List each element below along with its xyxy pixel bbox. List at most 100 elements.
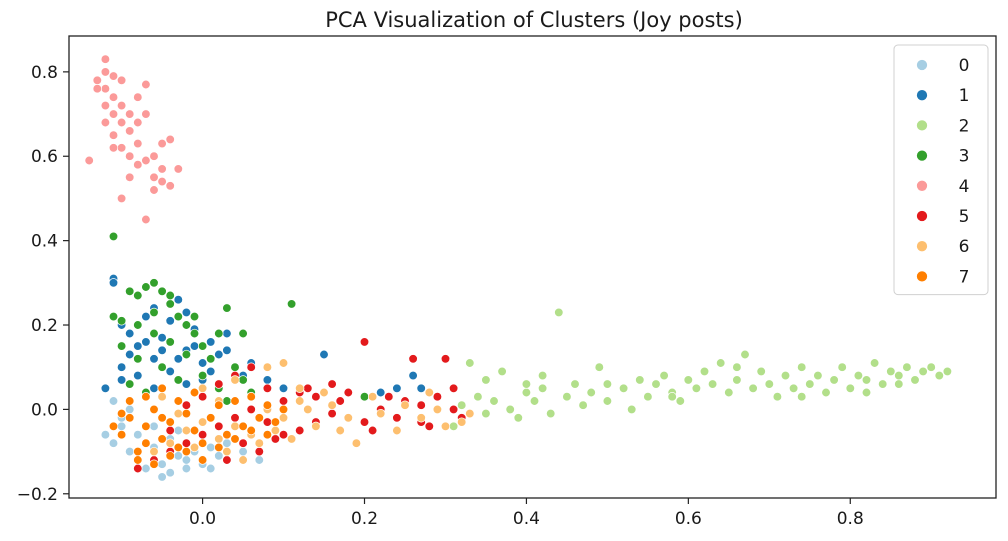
point-6-18 [457,417,467,427]
legend-marker-2 [916,119,928,132]
point-1-18 [116,362,127,372]
point-1-8 [165,316,175,326]
point-5-0 [133,463,143,474]
point-2-58 [926,362,936,372]
point-7-18 [262,400,273,410]
point-2-42 [797,362,807,372]
point-3-30 [222,396,232,406]
point-5-17 [392,413,402,423]
point-3-10 [181,320,192,330]
point-3-6 [149,278,159,288]
legend-label-2: 2 [959,116,970,136]
point-0-26 [108,396,119,406]
x-tick-label: 0.4 [513,509,540,529]
point-5-7 [246,404,256,415]
point-2-46 [829,375,839,385]
point-1-36 [189,341,200,351]
point-6-1 [165,438,175,448]
point-4-3 [100,67,111,77]
point-0-15 [222,438,232,448]
point-0-10 [181,455,192,465]
point-2-44 [813,370,823,381]
point-6-22 [230,375,240,385]
y-tick-label: 0.6 [31,147,58,167]
point-7-28 [165,451,175,461]
point-4-20 [141,155,151,166]
x-axis: 0.0 0.2 0.4 0.6 0.8 [189,498,864,529]
point-5-43 [335,396,345,406]
point-3-19 [116,341,127,351]
point-3-1 [108,311,119,322]
points-layer [84,54,953,482]
y-tick-label: 0.4 [31,232,58,252]
point-1-5 [141,311,151,322]
point-1-40 [222,345,232,355]
point-2-11 [537,383,548,393]
point-3-28 [157,362,167,372]
point-6-29 [189,442,200,453]
point-6-24 [262,362,273,372]
point-2-52 [878,379,888,389]
point-7-25 [189,387,200,398]
series-7 [108,383,289,469]
point-2-64 [667,392,677,402]
point-5-27 [214,379,224,389]
point-1-12 [197,358,208,368]
point-4-38 [149,172,159,182]
point-5-22 [432,392,443,402]
point-7-6 [165,417,175,427]
point-2-60 [942,366,953,377]
point-5-31 [278,430,289,440]
point-5-23 [440,354,451,364]
point-0-14 [214,451,224,461]
point-2-63 [602,379,613,389]
point-6-25 [278,358,289,368]
point-2-33 [724,387,734,398]
point-2-0 [448,421,459,431]
x-tick-label: 0.8 [837,509,864,529]
point-4-32 [116,75,127,85]
point-1-3 [125,328,135,339]
point-7-34 [230,434,240,444]
legend-label-1: 1 [959,86,970,106]
point-3-16 [230,362,240,372]
point-2-65 [732,362,742,372]
point-3-11 [189,328,200,339]
point-7-32 [116,408,127,419]
point-2-9 [521,387,532,398]
point-7-26 [133,455,143,465]
point-7-24 [173,396,183,406]
series-3 [108,231,370,406]
point-4-27 [165,181,175,191]
point-1-25 [262,375,273,385]
point-4-12 [116,193,127,204]
legend-marker-3 [916,149,928,162]
point-4-13 [125,126,135,136]
point-2-24 [651,379,661,389]
point-4-16 [133,92,143,102]
point-1-35 [173,354,183,364]
point-6-11 [327,400,337,410]
point-7-27 [149,459,159,469]
point-7-38 [141,438,151,448]
point-2-43 [805,379,815,389]
point-4-11 [116,143,127,153]
point-7-2 [133,446,143,457]
point-3-2 [116,316,127,326]
point-2-13 [554,307,564,318]
point-3-33 [133,320,143,330]
point-0-28 [173,425,183,436]
point-6-12 [343,413,353,423]
point-4-7 [108,109,119,119]
point-2-10 [529,396,540,406]
point-5-15 [359,337,370,347]
point-4-23 [149,185,159,195]
y-tick-label: −0.2 [17,485,58,505]
legend-marker-0 [916,59,928,71]
point-5-47 [222,455,232,465]
point-2-7 [505,404,515,415]
point-5-37 [181,400,192,410]
point-2-28 [683,375,693,385]
x-tick-label: 0.0 [189,509,216,529]
point-5-4 [197,430,208,440]
